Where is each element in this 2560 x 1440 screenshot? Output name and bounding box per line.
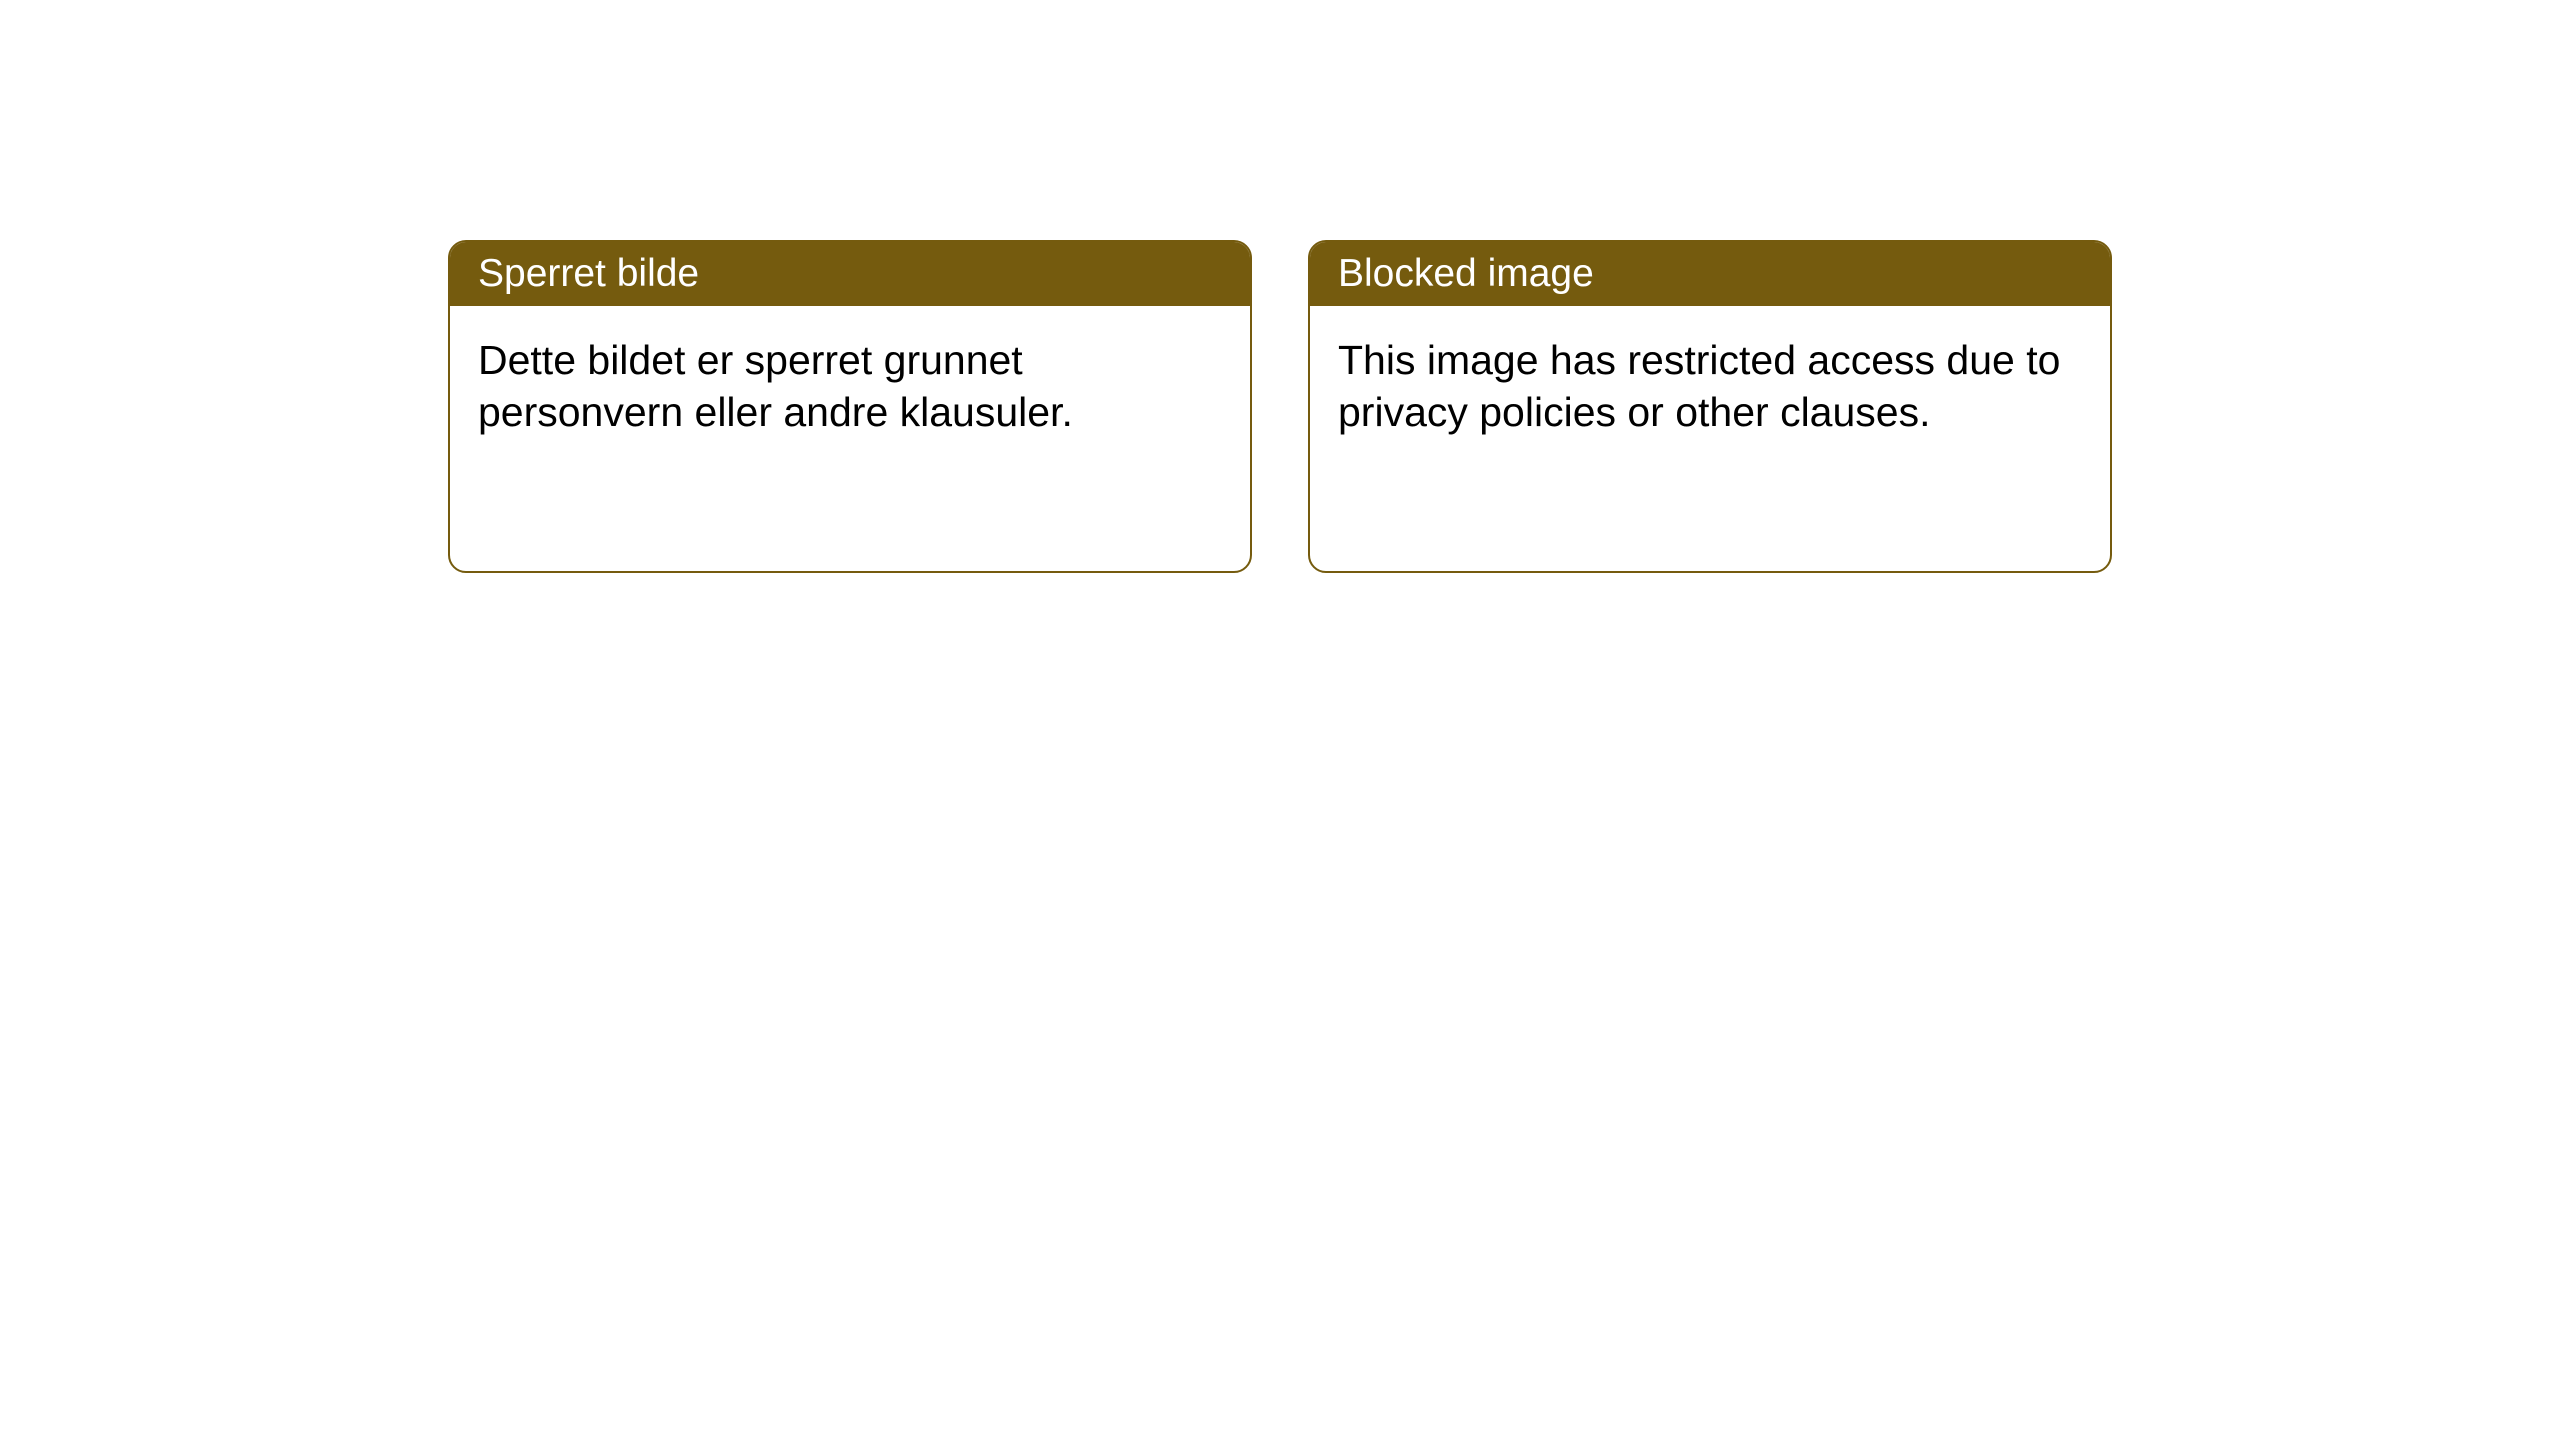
notice-title: Blocked image [1338, 252, 1594, 295]
notice-header: Blocked image [1310, 242, 2110, 306]
notice-box-english: Blocked image This image has restricted … [1308, 240, 2112, 573]
notice-header: Sperret bilde [450, 242, 1250, 306]
notice-container: Sperret bilde Dette bildet er sperret gr… [448, 240, 2112, 573]
notice-title: Sperret bilde [478, 252, 699, 295]
notice-box-norwegian: Sperret bilde Dette bildet er sperret gr… [448, 240, 1252, 573]
notice-body: Dette bildet er sperret grunnet personve… [450, 306, 1250, 467]
notice-text: Dette bildet er sperret grunnet personve… [478, 337, 1073, 435]
notice-text: This image has restricted access due to … [1338, 337, 2060, 435]
notice-body: This image has restricted access due to … [1310, 306, 2110, 467]
